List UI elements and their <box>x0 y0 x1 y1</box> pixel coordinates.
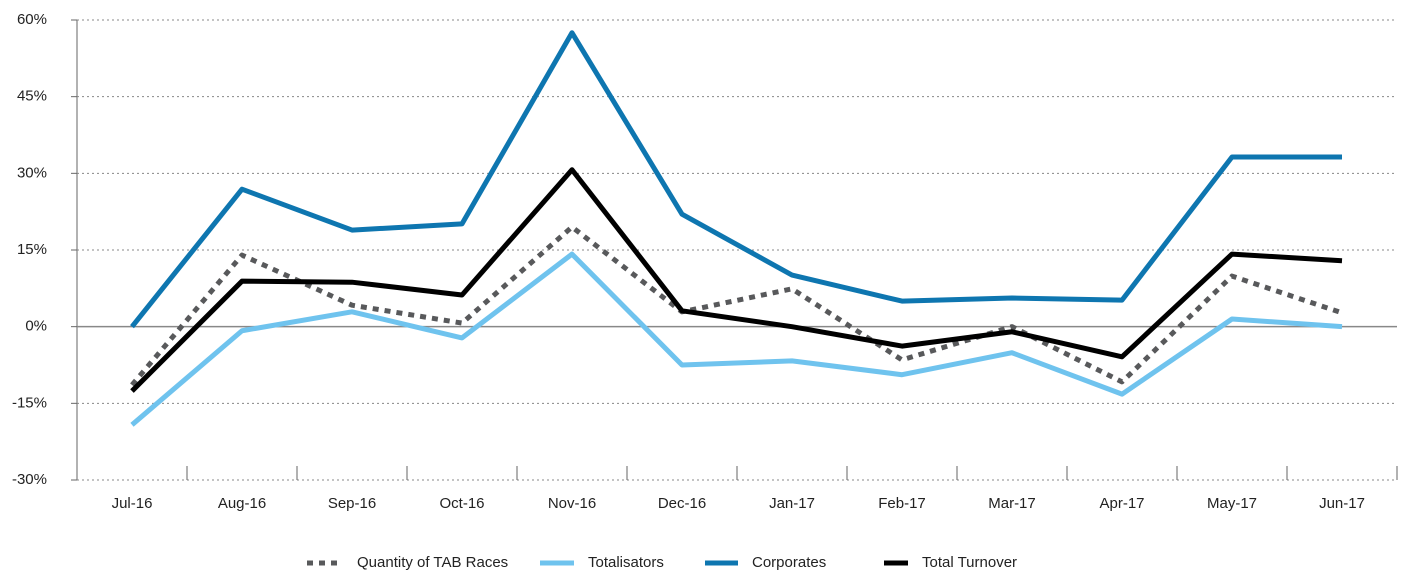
legend-label: Corporates <box>752 554 826 571</box>
x-tick-label: Apr-17 <box>1099 495 1144 512</box>
series-line <box>130 251 1343 427</box>
x-tick-label: Dec-16 <box>658 495 706 512</box>
y-tick-label: 60% <box>17 11 47 28</box>
x-tick-label: Jun-17 <box>1319 495 1365 512</box>
x-tick-label: Aug-16 <box>218 495 266 512</box>
series-line <box>130 167 1343 393</box>
y-tick-label: -15% <box>12 394 47 411</box>
x-tick-label: Nov-16 <box>548 495 596 512</box>
x-tick-label: Feb-17 <box>878 495 926 512</box>
x-tick-label: Mar-17 <box>988 495 1036 512</box>
x-tick-label: Oct-16 <box>439 495 484 512</box>
x-tick-label: Jan-17 <box>769 495 815 512</box>
x-tick-label: May-17 <box>1207 495 1257 512</box>
y-tick-label: 15% <box>17 241 47 258</box>
x-tick-label: Jul-16 <box>112 495 153 512</box>
series-line <box>130 30 1342 329</box>
legend-label: Total Turnover <box>922 554 1017 571</box>
x-tick-label: Sep-16 <box>328 495 376 512</box>
y-tick-label: -30% <box>12 471 47 488</box>
legend-label: Quantity of TAB Races <box>357 554 508 571</box>
legend-label: Totalisators <box>588 554 664 571</box>
y-tick-label: 45% <box>17 88 47 105</box>
y-tick-label: 30% <box>17 164 47 181</box>
y-tick-label: 0% <box>25 318 47 335</box>
